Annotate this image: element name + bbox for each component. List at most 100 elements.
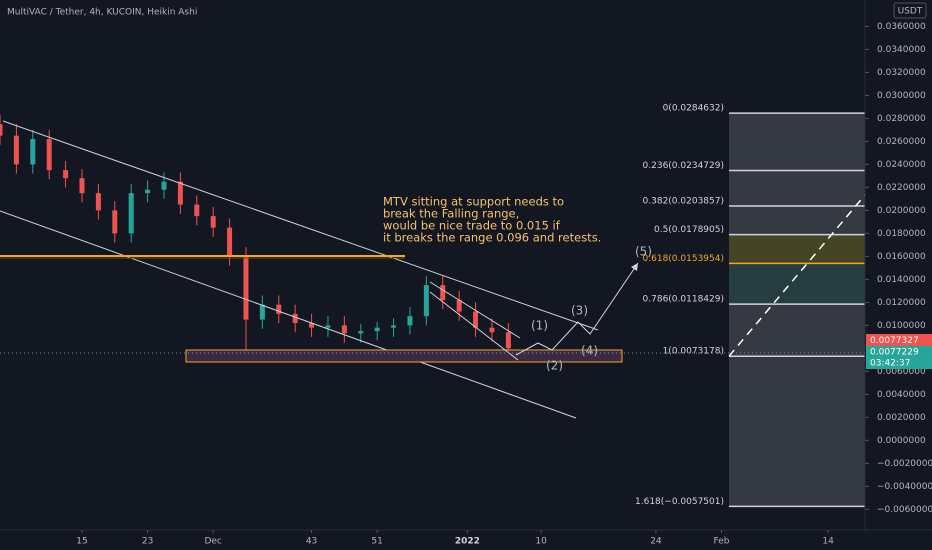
candle-body [243,256,249,320]
currency-button[interactable] [893,2,927,19]
annotation-line: would be nice trade to 0.015 if [383,219,561,233]
y-tick-label: 0.0280000 [877,114,926,124]
x-tick-label: 10 [535,537,547,547]
axes: 0.0360000 0.0340000 0.0320000 0.0300000 0.02… [76,22,932,547]
y-tick-label: 0.0300000 [877,91,926,101]
y-tick-label: 0.0180000 [877,229,926,239]
y-tick-label: 0.0340000 [877,45,926,55]
fib-label: 0.786(0.0118429) [643,295,724,305]
fib-band [729,113,865,171]
y-tick-label: 0.0020000 [877,413,926,423]
channel-bottom [0,210,577,419]
candle-body [440,285,446,301]
fib-retracement: 0(0.0284632) 0.236(0.0234729) 0.382(0.0203… [635,104,931,508]
y-tick-label: 0.0260000 [877,137,926,147]
wedge-top [429,281,521,339]
candles [0,114,511,358]
candle-body [95,193,101,211]
candle-body [30,139,36,165]
currency-label[interactable]: USDT [898,7,923,17]
candle-body [325,325,331,328]
candle-body [473,311,479,328]
y-tick-label: 0.0100000 [877,321,926,331]
fib-label: 1.618(−0.0057501) [635,497,724,507]
fib-label: 0.236(0.0234729) [643,161,724,171]
y-tick-label: −0.0040000 [877,482,932,492]
y-tick-label: −0.0020000 [877,459,932,469]
price-axis [865,0,932,550]
last-price-badge [866,334,932,346]
y-tick-label: 0.0120000 [877,298,926,308]
fib-label: 0(0.0284632) [663,104,724,114]
candle-body [505,332,511,349]
fib-label: 0.618(0.0153954) [643,254,724,264]
y-tick-label: 0.0240000 [877,160,926,170]
fib-band [729,234,865,264]
candle-body [259,304,265,320]
wave-label: (4) [581,344,598,358]
fib-label: 1(0.0073178) [663,347,724,357]
wave-label: (2) [546,359,563,373]
x-tick-label: 24 [650,537,662,547]
candle-body [194,204,200,217]
wave-path [515,262,639,356]
fib-band [729,170,865,206]
candle-body [79,178,85,194]
x-tick-label: Dec [204,537,221,547]
candle-body [276,304,282,314]
y-tick-label: 0.0000000 [877,436,926,446]
symbol-header: MultiVAC / Tether, 4h, KUCOIN, Heikin As… [7,8,197,18]
candle-body [407,316,413,326]
channel-top [2,120,599,331]
fib-band [729,356,865,507]
x-tick-label: 43 [306,537,317,547]
candle-body [0,124,3,136]
y-tick-label: 0.0200000 [877,206,926,216]
candle-body [145,189,151,194]
bid-price: 0.0077229 [870,348,919,358]
y-tick-label: −0.0060000 [877,505,932,515]
annotation-line: break the Falling range, [383,207,519,221]
fib-band [729,205,865,235]
x-tick-label: 14 [822,537,834,547]
candle-body [63,170,69,179]
candle-body [210,216,216,228]
x-tick-label: Feb [714,537,730,547]
candle-body [341,325,347,334]
candle-body [309,323,315,328]
candle-body [13,135,19,165]
y-tick-label: 0.0060000 [877,367,926,377]
candle-body [46,139,52,171]
wave-label: (1) [531,319,548,333]
bid-price-badge [866,346,932,369]
fib-label: 0.382(0.0203857) [643,196,724,206]
annotation-line: it breaks the range 0.096 and retests. [383,231,601,245]
y-tick-label: 0.0160000 [877,252,926,262]
candle-body [292,313,298,324]
y-tick-label: 0.0320000 [877,68,926,78]
fib-band [729,263,865,305]
wedge-bottom [429,291,519,361]
candle-body [489,327,495,333]
arrow-head [631,263,638,271]
wave-label: (5) [635,245,652,259]
candle-body [112,210,118,234]
candle-body [227,227,233,257]
drawings [0,120,865,419]
x-tick-label: 51 [371,537,382,547]
last-price: 0.0077327 [870,336,919,346]
annotation-line: MTV sitting at support needs to [383,195,564,209]
x-tick-label: 23 [142,537,153,547]
y-tick-label: 0.0140000 [877,275,926,285]
y-tick-label: 0.0360000 [877,22,926,32]
candle-body [391,325,397,328]
x-tick-label: 2022 [455,537,480,547]
candle-body [423,285,429,317]
y-tick-label: 0.0220000 [877,183,926,193]
wave-label: (3) [571,304,588,318]
candle-body [456,300,462,312]
fib-band [729,304,865,357]
countdown: 03:42:37 [870,359,910,369]
candle-body [161,181,167,190]
